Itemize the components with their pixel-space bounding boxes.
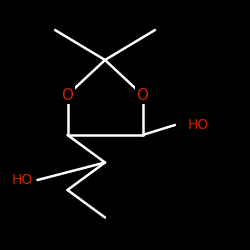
Text: HO: HO <box>11 173 32 187</box>
Text: O: O <box>62 88 74 102</box>
Text: HO: HO <box>188 118 209 132</box>
Text: O: O <box>136 88 148 102</box>
